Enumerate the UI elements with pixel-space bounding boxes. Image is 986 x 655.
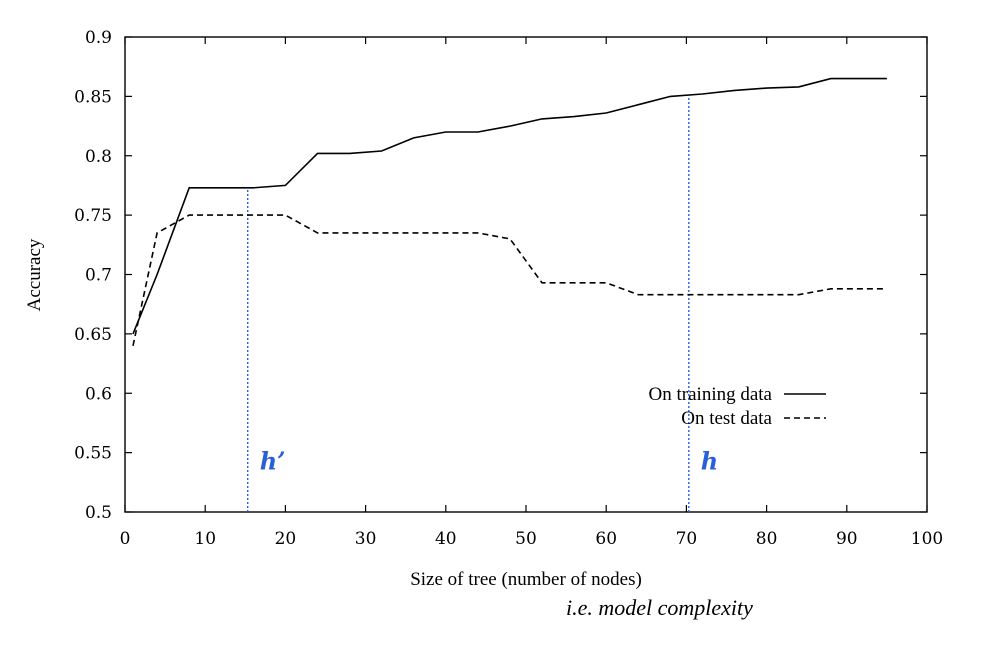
y-tick-label: 0.8 xyxy=(85,147,112,167)
series-lines xyxy=(132,77,887,346)
x-tick-label: 100 xyxy=(911,529,943,549)
annotation-lines: h’ h xyxy=(247,96,718,512)
y-tick-label: 0.65 xyxy=(74,325,112,345)
annotation-label: h xyxy=(701,446,718,475)
y-tick-label: 0.85 xyxy=(74,87,112,107)
y-tick-label: 0.9 xyxy=(85,28,112,48)
y-tick-label: 0.6 xyxy=(85,384,112,404)
y-tick-label: 0.5 xyxy=(85,503,112,523)
x-tick-label: 20 xyxy=(275,529,297,549)
model-complexity-note: i.e. model complexity xyxy=(566,595,753,620)
legend: On training data On test data xyxy=(649,384,826,429)
axis-ticks: 0 10 20 30 40 50 60 70 80 90 100 0.5 0.55 0.6 0.65 0.7 0… xyxy=(74,28,943,549)
plot-border xyxy=(124,36,928,513)
legend-label-training: On training data xyxy=(649,384,773,405)
legend-label-test: On test data xyxy=(681,408,772,429)
y-axis-label: Accuracy xyxy=(24,238,45,311)
x-tick-label: 30 xyxy=(355,529,377,549)
x-tick-label: 0 xyxy=(120,529,131,549)
x-tick-label: 60 xyxy=(595,529,617,549)
x-tick-label: 70 xyxy=(676,529,698,549)
series-line-test xyxy=(132,214,887,346)
x-tick-label: 40 xyxy=(435,529,457,549)
y-tick-label: 0.7 xyxy=(85,266,112,286)
x-tick-label: 50 xyxy=(515,529,537,549)
series-line-training xyxy=(132,77,887,335)
plot-frame xyxy=(124,36,928,513)
x-tick-label: 10 xyxy=(194,529,216,549)
x-axis-label: Size of tree (number of nodes) xyxy=(410,569,642,590)
annotation-label: h’ xyxy=(260,446,286,475)
x-tick-label: 80 xyxy=(756,529,778,549)
y-tick-label: 0.75 xyxy=(74,206,112,226)
x-tick-label: 90 xyxy=(836,529,858,549)
y-tick-label: 0.55 xyxy=(74,444,112,464)
